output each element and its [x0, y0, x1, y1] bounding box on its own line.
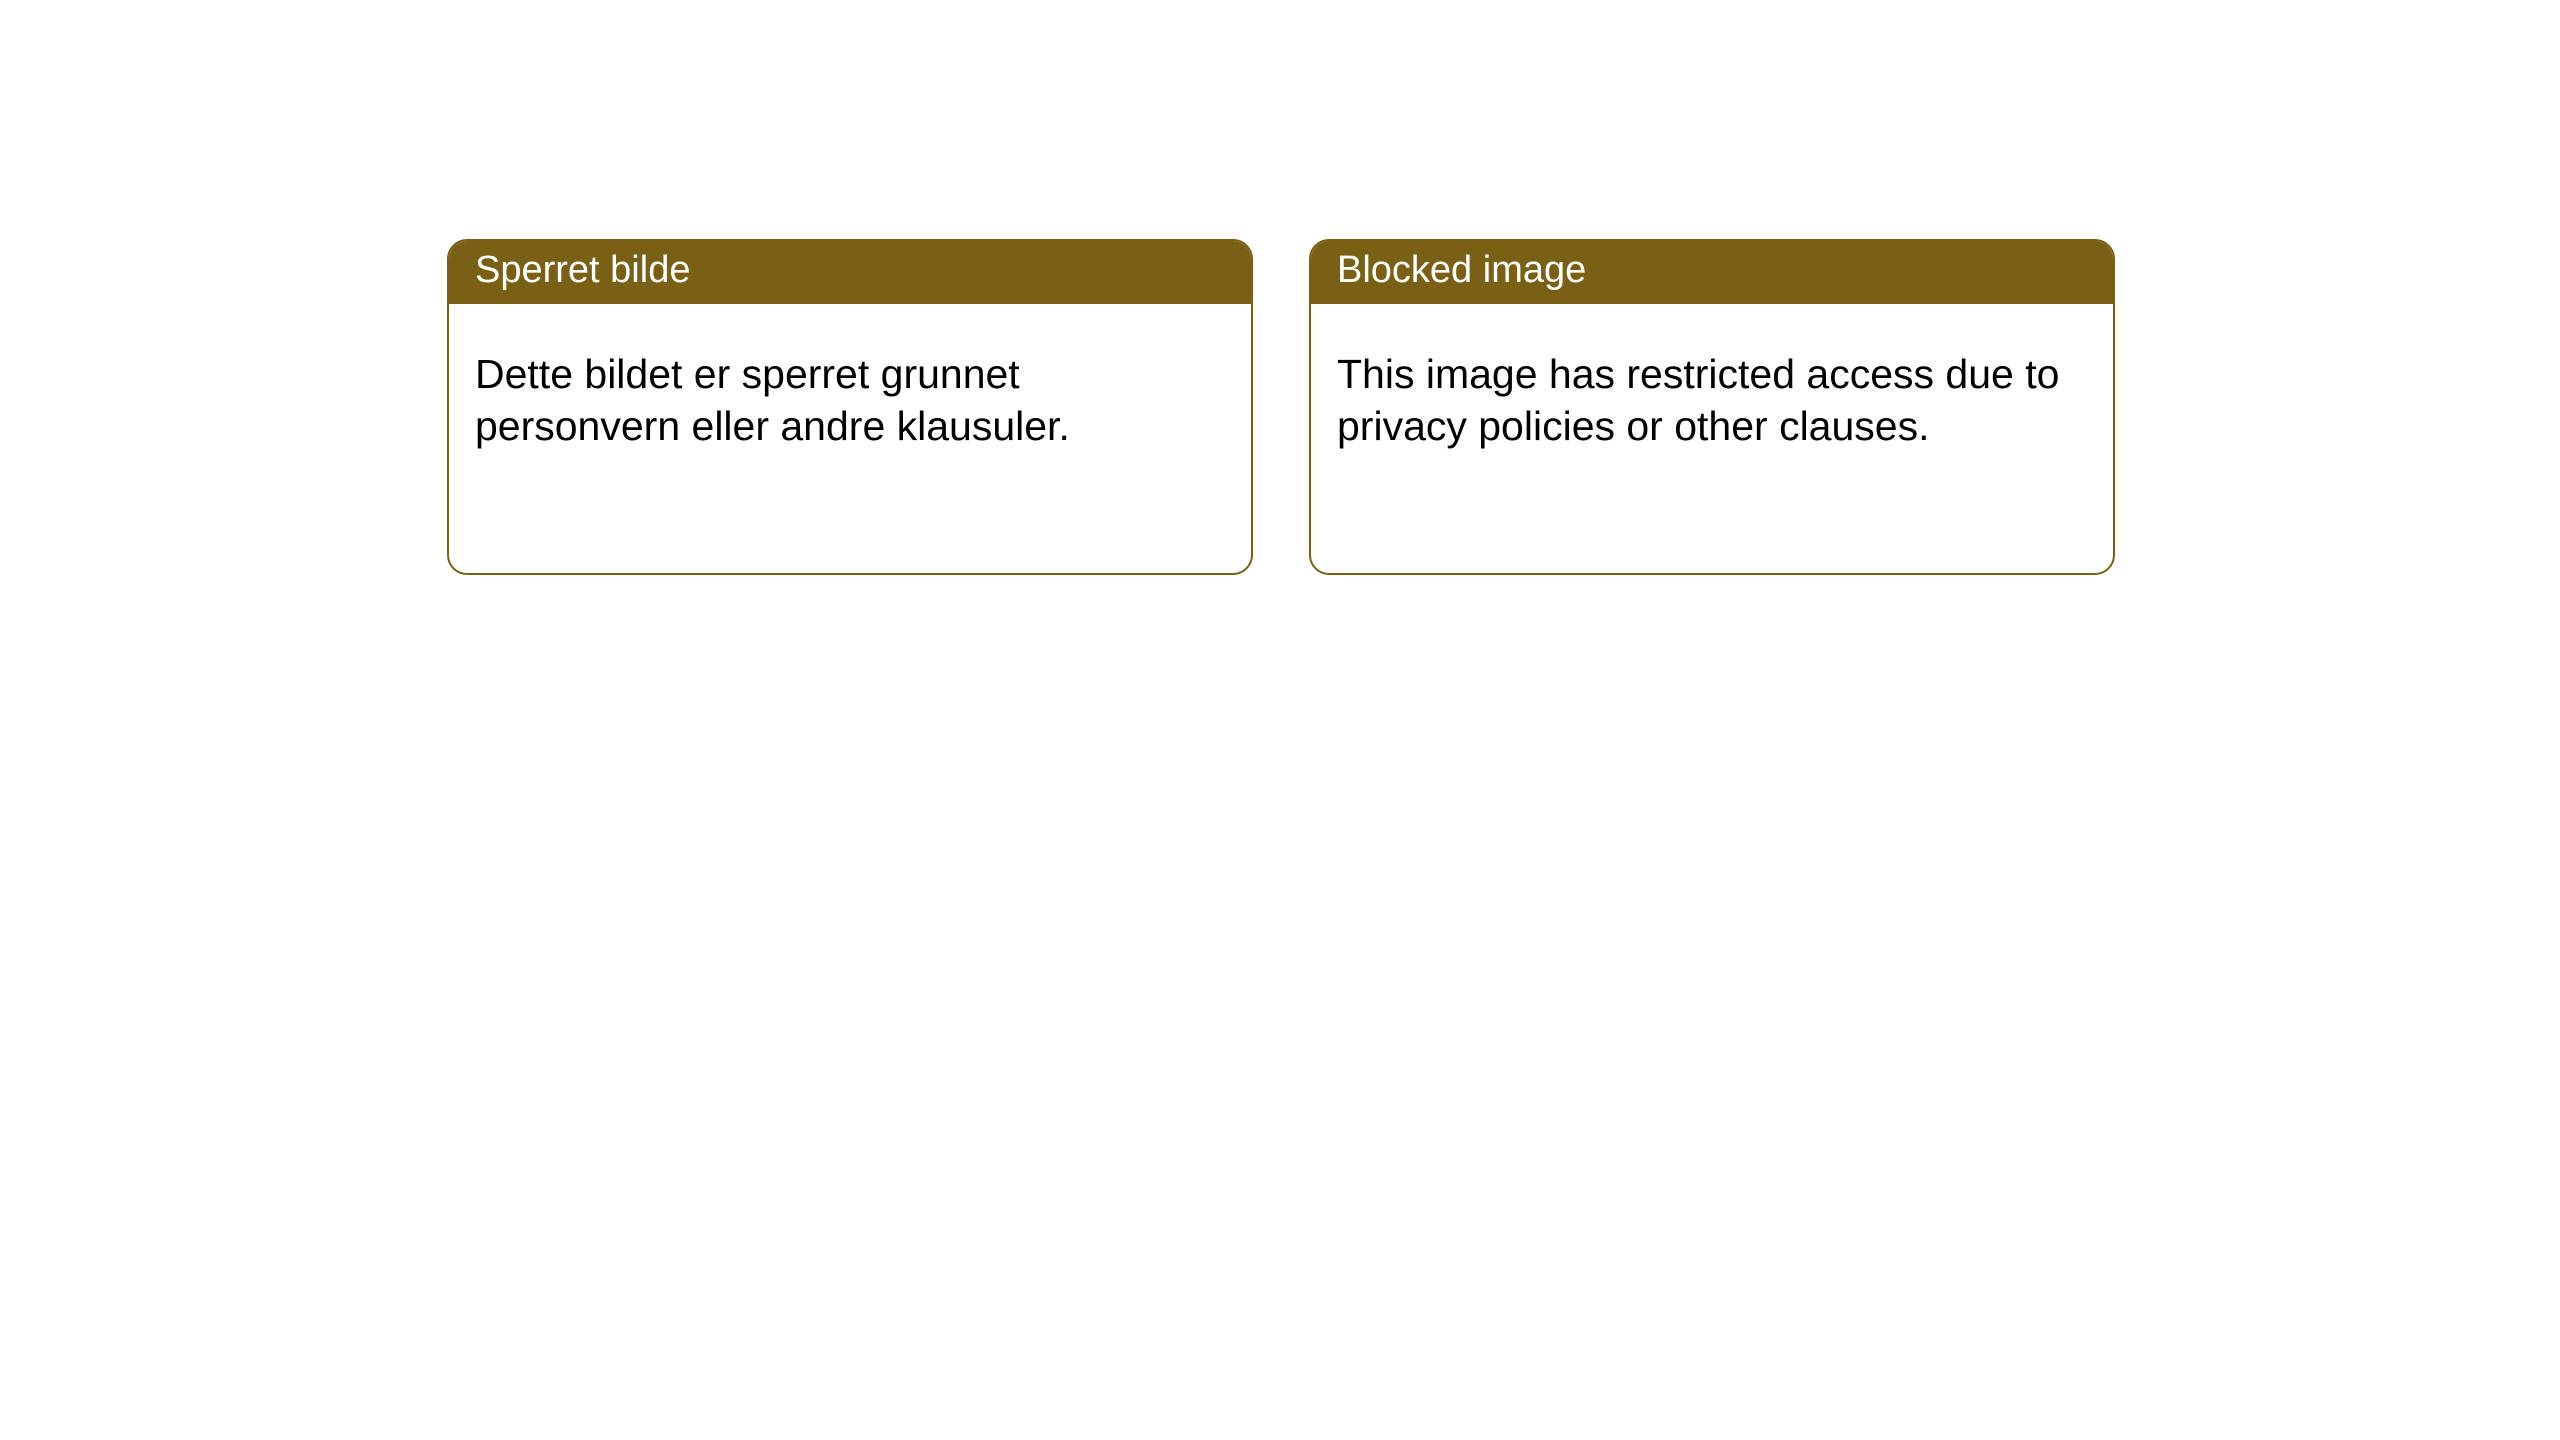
notice-title-english: Blocked image	[1311, 241, 2113, 304]
notice-container: Sperret bilde Dette bildet er sperret gr…	[0, 0, 2560, 575]
notice-message-norwegian: Dette bildet er sperret grunnet personve…	[449, 304, 1251, 479]
notice-box-english: Blocked image This image has restricted …	[1309, 239, 2115, 575]
notice-box-norwegian: Sperret bilde Dette bildet er sperret gr…	[447, 239, 1253, 575]
notice-title-norwegian: Sperret bilde	[449, 241, 1251, 304]
notice-message-english: This image has restricted access due to …	[1311, 304, 2113, 479]
